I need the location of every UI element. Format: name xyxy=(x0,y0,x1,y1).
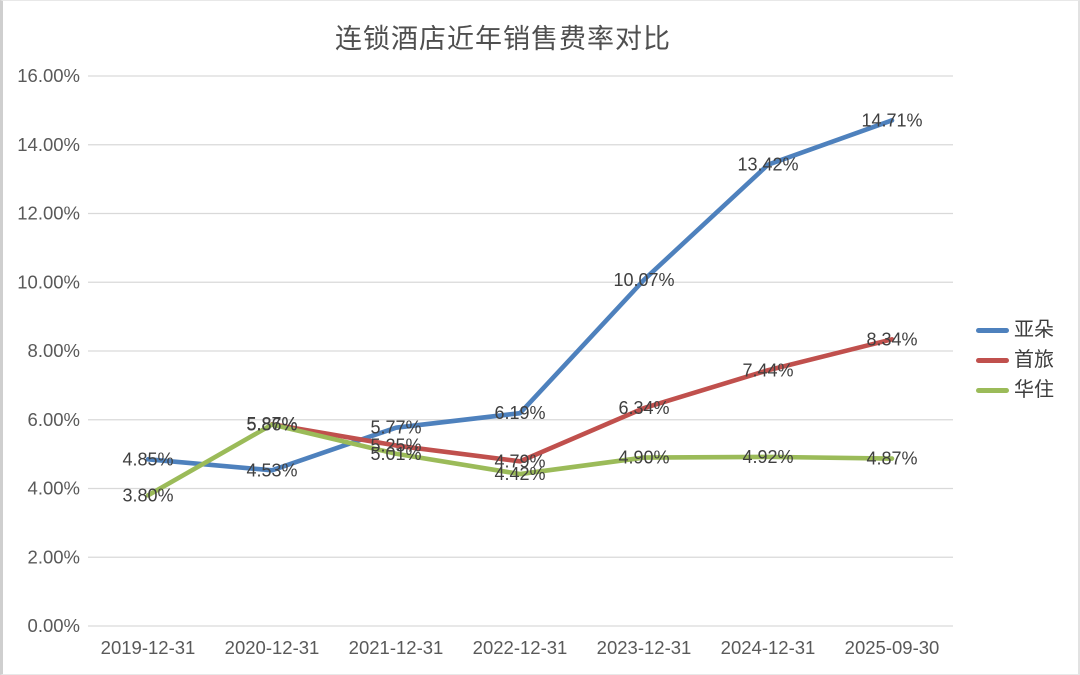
data-label-亚朵: 14.71% xyxy=(861,110,922,130)
legend-label-huazhu: 华住 xyxy=(1014,379,1054,401)
x-tick-label: 2022-12-31 xyxy=(473,637,568,658)
y-tick-label: 12.00% xyxy=(17,203,80,224)
data-label-首旅: 7.44% xyxy=(742,360,793,380)
shoulv-line-swatch-icon xyxy=(976,357,1009,363)
legend-item-huazhu: 华住 xyxy=(976,379,1054,401)
legend-item-shoulv: 首旅 xyxy=(976,349,1054,371)
y-tick-label: 14.00% xyxy=(17,134,80,155)
yaduo-line-swatch-icon xyxy=(976,327,1009,333)
data-label-华住: 5.86% xyxy=(246,415,297,435)
data-label-华住: 4.90% xyxy=(618,448,669,468)
data-label-首旅: 4.79% xyxy=(494,451,545,471)
huazhu-line-swatch-icon xyxy=(976,387,1009,393)
data-label-亚朵: 6.19% xyxy=(494,403,545,423)
data-label-华住: 5.01% xyxy=(370,444,421,464)
x-tick-label: 2023-12-31 xyxy=(597,637,692,658)
series-line-亚朵 xyxy=(145,118,895,473)
data-label-亚朵: 4.85% xyxy=(122,449,173,469)
data-label-首旅: 5.87% xyxy=(246,414,297,434)
series-line-首旅 xyxy=(269,337,895,464)
data-label-亚朵: 13.42% xyxy=(737,155,798,175)
x-tick-label: 2024-12-31 xyxy=(721,637,816,658)
data-label-华住: 3.80% xyxy=(122,485,173,505)
y-tick-label: 4.00% xyxy=(28,478,80,499)
y-tick-label: 10.00% xyxy=(17,271,80,292)
x-tick-label: 2025-09-30 xyxy=(845,637,940,658)
x-tick-label: 2020-12-31 xyxy=(225,637,320,658)
chart-legend: 亚朵 首旅 华住 xyxy=(976,319,1054,401)
data-label-首旅: 8.34% xyxy=(866,329,917,349)
y-tick-label: 8.00% xyxy=(28,340,80,361)
y-tick-label: 6.00% xyxy=(28,409,80,430)
data-label-华住: 4.87% xyxy=(866,449,917,469)
data-label-首旅: 6.34% xyxy=(618,398,669,418)
data-label-亚朵: 10.07% xyxy=(613,270,674,290)
series-line-华住 xyxy=(145,422,895,498)
data-label-亚朵: 5.77% xyxy=(370,418,421,438)
legend-item-yaduo: 亚朵 xyxy=(976,319,1054,341)
chart-title: 连锁酒店近年销售费率对比 xyxy=(335,24,671,54)
data-label-亚朵: 4.53% xyxy=(246,460,297,480)
legend-label-shoulv: 首旅 xyxy=(1014,349,1054,371)
data-label-首旅: 5.25% xyxy=(370,436,421,456)
x-tick-label: 2019-12-31 xyxy=(101,637,196,658)
y-tick-label: 16.00% xyxy=(17,65,80,86)
y-tick-label: 2.00% xyxy=(28,546,80,567)
x-tick-label: 2021-12-31 xyxy=(349,637,444,658)
line-chart-plot-area: 0.00% 2.00% 4.00% 6.00% 8.00% 10.00% 12.00% 14.… xyxy=(17,65,953,658)
y-tick-label: 0.00% xyxy=(28,615,80,636)
data-label-华住: 4.42% xyxy=(494,464,545,484)
data-label-华住: 4.92% xyxy=(742,447,793,467)
legend-label-yaduo: 亚朵 xyxy=(1014,319,1054,341)
